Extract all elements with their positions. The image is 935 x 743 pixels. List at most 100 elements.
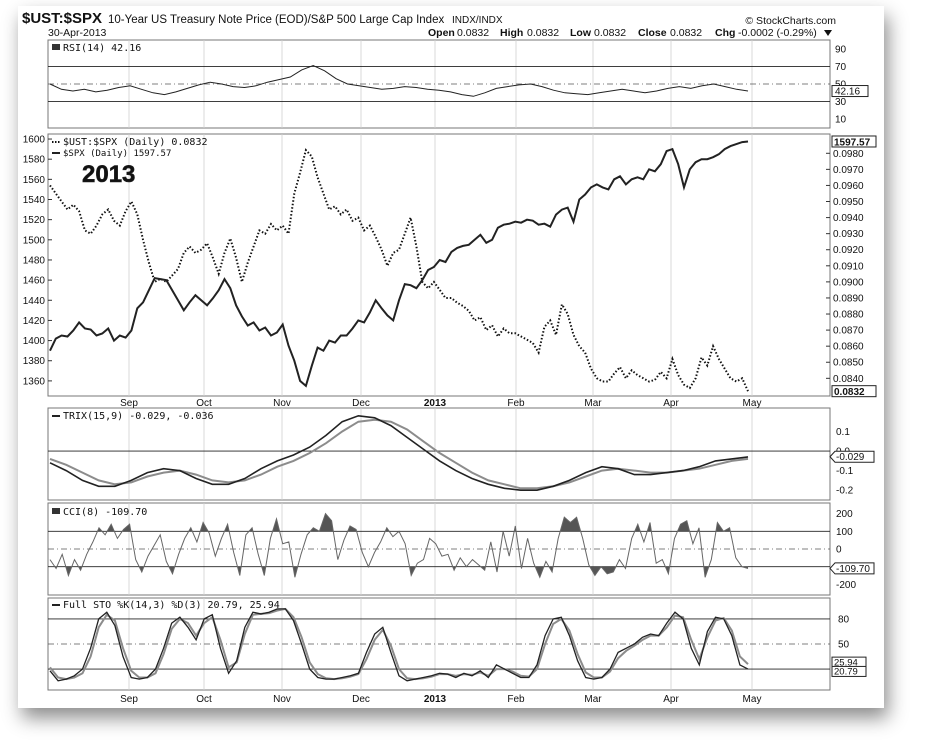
rsi-line: [49, 64, 749, 97]
rsi-reference-lines: [48, 65, 830, 103]
cci-tick-label: -200: [836, 580, 856, 591]
x-axis-label: May: [743, 398, 762, 409]
source-credit[interactable]: © StockCharts.com: [745, 15, 836, 27]
cci-tick-label: 0: [836, 545, 842, 556]
spx-axis-ticks: 1360 1380 1400 1420 1440 1460 1480 1500 1520 1540…: [23, 135, 52, 387]
ratio-tick-label: 0.0940: [833, 213, 864, 224]
price-legend: $UST:$SPX (Daily) 0.0832 $SPX (Daily) 15…: [52, 137, 208, 159]
x-axis-label: Mar: [584, 694, 602, 705]
spx-tick-label: 1500: [23, 235, 46, 246]
chart-date: 30-Apr-2013: [48, 27, 107, 39]
high-label: High: [500, 27, 523, 39]
cci-legend: CCI(8) -109.70: [52, 507, 147, 518]
stochastic-current-tags: 25.94 20.79: [831, 656, 867, 678]
x-axis-label: Sep: [120, 398, 138, 409]
ratio-legend-text: $UST:$SPX (Daily) 0.0832: [63, 137, 208, 148]
rsi-tick-label: 10: [835, 115, 847, 126]
trix-tick-label: 0.1: [836, 427, 850, 438]
stochastic-k-line: [49, 608, 749, 682]
high-value: 0.0832: [527, 27, 559, 39]
chart-symbol: $UST:$SPX: [22, 10, 102, 27]
chart-description: 10-Year US Treasury Note Price (EOD)/S&P…: [108, 14, 444, 26]
spx-tick-label: 1420: [23, 316, 46, 327]
ratio-current-label: 0.0832: [834, 387, 865, 398]
year-annotation: 2013: [82, 161, 135, 188]
price-panel-frame: [47, 133, 831, 397]
spx-tick-label: 1480: [23, 255, 46, 266]
x-axis-label: Nov: [273, 694, 291, 705]
rsi-tick-label: 50: [835, 80, 847, 91]
x-axis-label: Dec: [352, 694, 370, 705]
x-axis-label: Apr: [663, 398, 679, 409]
trix-current-label: -0.029: [836, 452, 865, 463]
ratio-tick-label: 0.0840: [833, 374, 864, 385]
spx-tick-label: 1580: [23, 155, 46, 166]
low-label: Low: [570, 27, 592, 39]
ratio-axis-ticks: 0.0840 0.0850 0.0860 0.0870 0.0880 0.0890 0.09…: [826, 149, 864, 385]
ratio-tick-label: 0.0950: [833, 197, 864, 208]
stochastic-tick-label: 80: [838, 614, 850, 625]
rsi-legend: RSI(14) 42.16: [52, 43, 141, 54]
ratio-current-tag: 0.0832: [831, 385, 877, 398]
trix-signal-line: [49, 418, 749, 490]
ratio-tick-label: 0.0870: [833, 326, 864, 337]
line-chart-icon: [52, 44, 60, 50]
ratio-tick-label: 0.0880: [833, 310, 864, 321]
cci-tick-label: 200: [836, 509, 853, 520]
x-axis-label: May: [743, 694, 762, 705]
ratio-tick-label: 0.0970: [833, 165, 864, 176]
trix-line: [49, 414, 749, 491]
x-axis-label: 2013: [424, 694, 447, 705]
cci-axis-ticks: -200-1000100200: [836, 509, 856, 591]
chart-card: $UST:$SPX 10-Year US Treasury Note Price…: [18, 6, 884, 708]
ohlc-readout: Open 0.0832 High 0.0832 Low 0.0832 Close…: [428, 27, 832, 39]
x-axis-label: Mar: [584, 398, 602, 409]
spx-tick-label: 1460: [23, 276, 46, 287]
trix-current-tag: -0.029: [829, 450, 875, 463]
ratio-tick-label: 0.0900: [833, 277, 864, 288]
close-value: 0.0832: [670, 27, 702, 39]
chg-label: Chg: [715, 27, 735, 39]
x-axis-label: Feb: [507, 398, 525, 409]
x-axis-label: Oct: [196, 398, 212, 409]
spx-tick-label: 1600: [23, 135, 46, 146]
ratio-tick-label: 0.0960: [833, 181, 864, 192]
x-axis-label: Apr: [663, 694, 679, 705]
open-label: Open: [428, 27, 455, 39]
ratio-tick-label: 0.0980: [833, 149, 864, 160]
spx-tick-label: 1560: [23, 175, 46, 186]
rsi-tick-label: 70: [835, 62, 847, 73]
ratio-series-line: [49, 148, 749, 392]
area-chart-icon: [52, 508, 60, 514]
cci-current-label: -109.70: [836, 564, 870, 575]
chart-exchange: INDX/INDX: [452, 15, 503, 26]
spx-tick-label: 1440: [23, 296, 46, 307]
x-axis-label: Dec: [352, 398, 370, 409]
cci-overbought-fill: [97, 513, 731, 532]
x-axis-label: Nov: [273, 398, 291, 409]
low-value: 0.0832: [594, 27, 626, 39]
cci-line: [49, 512, 749, 579]
ratio-tick-label: 0.0860: [833, 342, 864, 353]
trix-panel-frame: [47, 407, 831, 501]
triangle-down-icon: [824, 30, 832, 36]
close-label: Close: [638, 27, 667, 39]
rsi-current-label: 42.16: [835, 87, 860, 98]
rsi-legend-text: RSI(14) 42.16: [63, 43, 141, 54]
stochastic-d-current-label: 25.94: [834, 657, 858, 668]
spx-legend-text: $SPX (Daily) 1597.57: [63, 149, 171, 159]
cci-legend-text: CCI(8) -109.70: [63, 507, 147, 518]
spx-tick-label: 1400: [23, 336, 46, 347]
month-grid-lines: [128, 40, 753, 690]
stochastic-legend-text: Full STO %K(14,3) %D(3) 20.79, 25.94: [63, 600, 280, 611]
cci-oversold-fill: [54, 566, 748, 578]
stock-chart: $UST:$SPX 10-Year US Treasury Note Price…: [22, 10, 877, 705]
spx-tick-label: 1360: [23, 376, 46, 387]
spx-tick-label: 1540: [23, 195, 46, 206]
ratio-tick-label: 0.0930: [833, 229, 864, 240]
x-axis-labels-middle: Sep Oct Nov Dec 2013 Feb Mar Apr May: [120, 398, 761, 409]
x-axis-label: Sep: [120, 694, 138, 705]
rsi-tick-label: 30: [835, 97, 847, 108]
spx-tick-label: 1380: [23, 356, 46, 367]
rsi-axis-ticks: 10 30 50 70 90: [835, 44, 847, 125]
